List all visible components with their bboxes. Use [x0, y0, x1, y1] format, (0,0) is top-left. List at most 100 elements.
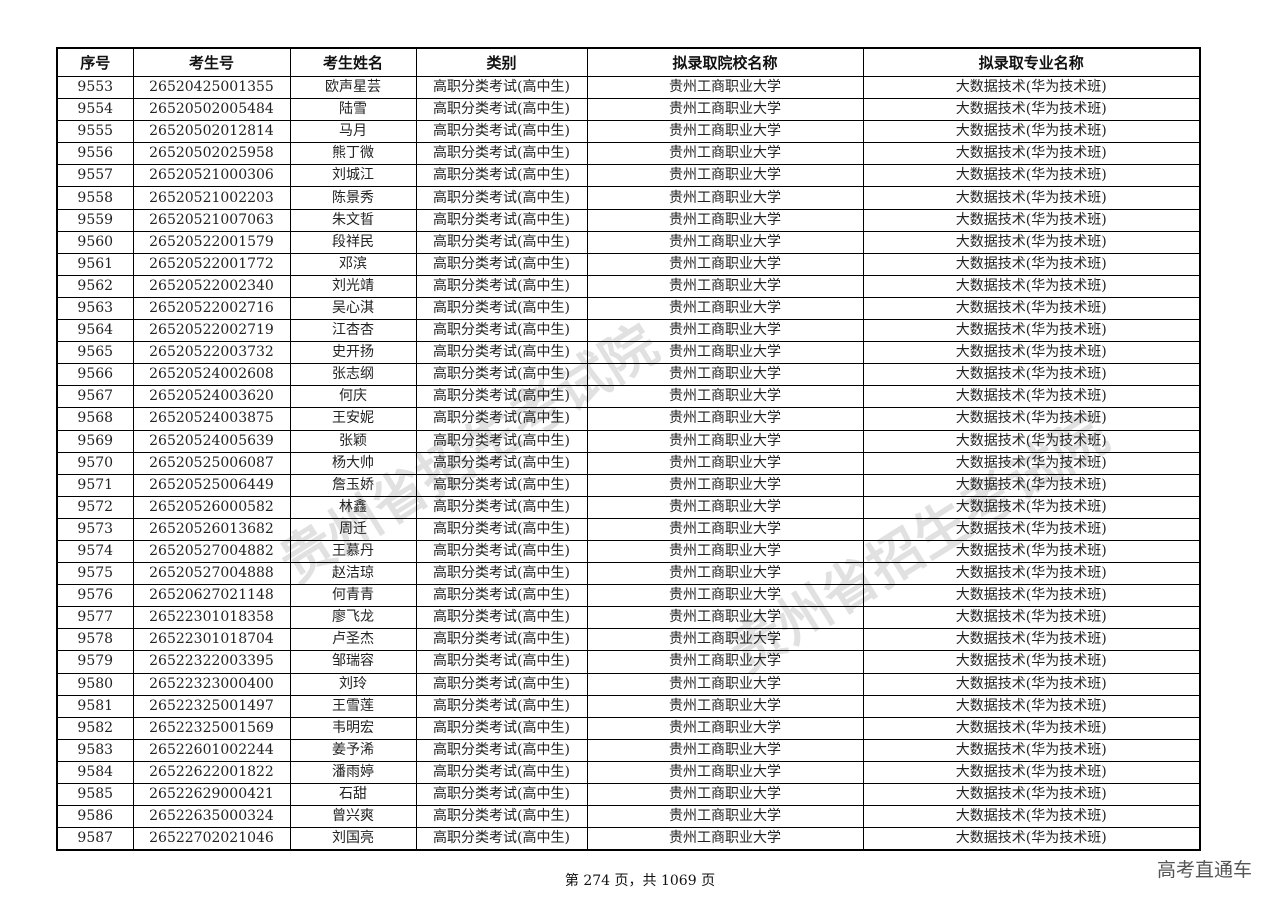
table-row: 9562 26520522002340 刘光靖 高职分类考试(高中生) 贵州工商职业大学…: [56, 274, 1201, 298]
cell-school: 贵州工商职业大学: [586, 760, 864, 785]
corner-watermark: 高考直通车: [1156, 859, 1252, 881]
cell-index: 9562: [56, 274, 134, 298]
cell-school: 贵州工商职业大学: [586, 628, 864, 652]
cell-category: 高职分类考试(高中生): [415, 385, 588, 409]
cell-school: 贵州工商职业大学: [586, 208, 864, 232]
cell-exam-id: 26520627021148: [132, 584, 291, 608]
cell-school: 贵州工商职业大学: [586, 451, 864, 475]
table-row: 9556 26520502025958 熊丁微 高职分类考试(高中生) 贵州工商职业大学…: [56, 142, 1201, 166]
cell-major: 大数据技术(华为技术班): [862, 805, 1201, 829]
cell-index: 9576: [56, 584, 134, 608]
cell-exam-id: 26522325001569: [132, 716, 291, 740]
cell-name: 段祥民: [289, 230, 417, 254]
cell-exam-id: 26522622001822: [132, 760, 291, 785]
cell-name: 何庆: [289, 385, 417, 409]
cell-exam-id: 26520524003875: [132, 407, 291, 431]
cell-exam-id: 26520425001355: [132, 75, 291, 100]
table-row: 9567 26520524003620 何庆 高职分类考试(高中生) 贵州工商职业大学大…: [56, 385, 1201, 409]
header-index: 序号: [56, 47, 134, 77]
cell-major: 大数据技术(华为技术班): [862, 650, 1201, 674]
cell-exam-id: 26522322003395: [132, 650, 291, 674]
table-row: 9587 26522702021046 刘国亮 高职分类考试(高中生) 贵州工商职业大学…: [56, 827, 1201, 851]
table-row: 9571 26520525006449 詹玉娇 高职分类考试(高中生) 贵州工商职业大学…: [56, 473, 1201, 497]
cell-exam-id: 26520502025958: [132, 142, 291, 166]
cell-school: 贵州工商职业大学: [586, 495, 864, 519]
table-row: 9554 26520502005484 陆雪 高职分类考试(高中生) 贵州工商职业大学大…: [56, 98, 1201, 122]
cell-category: 高职分类考试(高中生): [415, 716, 588, 740]
cell-name: 刘国亮: [289, 827, 417, 851]
table-row: 9584 26522622001822 潘雨婷 高职分类考试(高中生) 贵州工商职业大学…: [56, 760, 1201, 785]
cell-school: 贵州工商职业大学: [586, 120, 864, 144]
cell-category: 高职分类考试(高中生): [415, 429, 588, 453]
cell-school: 贵州工商职业大学: [586, 98, 864, 122]
table-row: 9574 26520527004882 王慕丹 高职分类考试(高中生) 贵州工商职业大学…: [56, 539, 1201, 564]
cell-index: 9570: [56, 451, 134, 475]
cell-exam-id: 26520527004888: [132, 562, 291, 586]
cell-major: 大数据技术(华为技术班): [862, 252, 1201, 276]
cell-exam-id: 26520522001772: [132, 252, 291, 276]
cell-category: 高职分类考试(高中生): [415, 562, 588, 586]
cell-school: 贵州工商职业大学: [586, 164, 864, 188]
table-row: 9572 26520526000582 林鑫 高职分类考试(高中生) 贵州工商职业大学大…: [56, 495, 1201, 519]
cell-category: 高职分类考试(高中生): [415, 495, 588, 519]
header-school: 拟录取院校名称: [586, 47, 864, 77]
cell-exam-id: 26520526013682: [132, 517, 291, 541]
cell-major: 大数据技术(华为技术班): [862, 208, 1201, 232]
cell-exam-id: 26520522001579: [132, 230, 291, 254]
cell-exam-id: 26520524002608: [132, 363, 291, 387]
cell-exam-id: 26522323000400: [132, 672, 291, 696]
cell-school: 贵州工商职业大学: [586, 473, 864, 497]
cell-exam-id: 26522635000324: [132, 805, 291, 829]
cell-exam-id: 26520526000582: [132, 495, 291, 519]
cell-category: 高职分类考试(高中生): [415, 363, 588, 387]
cell-name: 廖飞龙: [289, 606, 417, 630]
cell-index: 9574: [56, 539, 134, 564]
cell-name: 王雪莲: [289, 694, 417, 718]
cell-school: 贵州工商职业大学: [586, 562, 864, 586]
cell-name: 曾兴爽: [289, 805, 417, 829]
cell-name: 江杏杏: [289, 319, 417, 343]
cell-major: 大数据技术(华为技术班): [862, 98, 1201, 122]
cell-major: 大数据技术(华为技术班): [862, 716, 1201, 740]
cell-major: 大数据技术(华为技术班): [862, 738, 1201, 762]
cell-name: 韦明宏: [289, 716, 417, 740]
cell-category: 高职分类考试(高中生): [415, 341, 588, 365]
cell-exam-id: 26522629000421: [132, 782, 291, 807]
table-header-row: 序号 考生号 考生姓名 类别 拟录取院校名称 拟录取专业名称: [56, 47, 1201, 77]
cell-major: 大数据技术(华为技术班): [862, 672, 1201, 696]
cell-name: 林鑫: [289, 495, 417, 519]
cell-school: 贵州工商职业大学: [586, 650, 864, 674]
cell-name: 石甜: [289, 782, 417, 807]
cell-index: 9575: [56, 562, 134, 586]
cell-major: 大数据技术(华为技术班): [862, 341, 1201, 365]
table-row: 9555 26520502012814 马月 高职分类考试(高中生) 贵州工商职业大学大…: [56, 120, 1201, 144]
cell-school: 贵州工商职业大学: [586, 407, 864, 431]
cell-name: 王安妮: [289, 407, 417, 431]
cell-name: 刘光靖: [289, 274, 417, 298]
cell-major: 大数据技术(华为技术班): [862, 363, 1201, 387]
table-row: 9580 26522323000400 刘玲 高职分类考试(高中生) 贵州工商职业大学大…: [56, 672, 1201, 696]
cell-school: 贵州工商职业大学: [586, 274, 864, 298]
cell-major: 大数据技术(华为技术班): [862, 606, 1201, 630]
cell-exam-id: 26520502005484: [132, 98, 291, 122]
cell-major: 大数据技术(华为技术班): [862, 429, 1201, 453]
cell-index: 9558: [56, 186, 134, 210]
cell-index: 9582: [56, 716, 134, 740]
table-row: 9575 26520527004888 赵洁琼 高职分类考试(高中生) 贵州工商职业大学…: [56, 562, 1201, 586]
cell-name: 赵洁琼: [289, 562, 417, 586]
cell-index: 9555: [56, 120, 134, 144]
cell-major: 大数据技术(华为技术班): [862, 407, 1201, 431]
cell-major: 大数据技术(华为技术班): [862, 539, 1201, 564]
cell-category: 高职分类考试(高中生): [415, 672, 588, 696]
cell-exam-id: 26522325001497: [132, 694, 291, 718]
cell-category: 高职分类考试(高中生): [415, 164, 588, 188]
table-row: 9558 26520521002203 陈景秀 高职分类考试(高中生) 贵州工商职业大学…: [56, 186, 1201, 210]
cell-exam-id: 26520522002340: [132, 274, 291, 298]
table-row: 9573 26520526013682 周迁 高职分类考试(高中生) 贵州工商职业大学大…: [56, 517, 1201, 541]
cell-exam-id: 26522702021046: [132, 827, 291, 851]
cell-index: 9568: [56, 407, 134, 431]
cell-category: 高职分类考试(高中生): [415, 296, 588, 321]
cell-exam-id: 26520522002719: [132, 319, 291, 343]
cell-major: 大数据技术(华为技术班): [862, 584, 1201, 608]
table-row: 9586 26522635000324 曾兴爽 高职分类考试(高中生) 贵州工商职业大学…: [56, 805, 1201, 829]
